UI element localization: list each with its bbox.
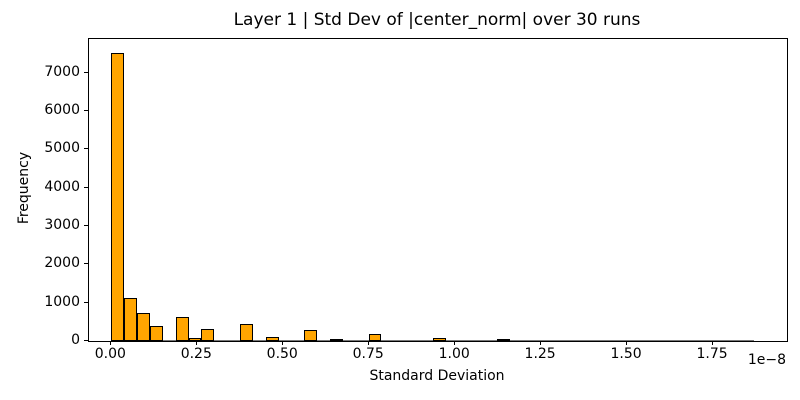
histogram-bar xyxy=(111,53,125,341)
x-tick-label: 1.25 xyxy=(524,346,556,362)
histogram-bar xyxy=(239,323,253,341)
histogram-bar xyxy=(175,317,189,341)
x-tick-label: 1.75 xyxy=(696,346,728,362)
y-tick-label: 4000 xyxy=(44,178,80,195)
x-tick-mark xyxy=(540,341,542,345)
x-tick-mark xyxy=(196,341,198,345)
histogram-bar xyxy=(252,340,266,341)
histogram-bar xyxy=(124,297,138,341)
y-axis-label: Frequency xyxy=(16,151,32,225)
histogram-bar xyxy=(638,340,652,341)
x-tick-mark xyxy=(282,341,284,345)
y-tick-mark xyxy=(84,263,88,265)
x-tick-mark xyxy=(454,341,456,345)
histogram-bar xyxy=(419,340,433,341)
y-tick-label: 5000 xyxy=(44,140,80,157)
histogram-bar xyxy=(445,340,459,341)
histogram-bar xyxy=(188,337,202,341)
histogram-bar xyxy=(715,340,729,341)
histogram-bar xyxy=(265,336,279,341)
histogram-bar xyxy=(162,340,176,341)
histogram-bar xyxy=(651,340,665,341)
histogram-bar xyxy=(574,340,588,341)
y-tick-mark xyxy=(84,224,88,226)
x-axis-offset-label: 1e−8 xyxy=(747,352,786,368)
y-tick-mark xyxy=(84,301,88,303)
x-tick-mark xyxy=(110,341,112,345)
histogram-bar xyxy=(329,339,343,341)
histogram-bar xyxy=(612,340,626,341)
histogram-bar xyxy=(368,334,382,341)
histogram-bar xyxy=(484,340,498,341)
histogram-bar xyxy=(317,340,330,341)
histogram-bar xyxy=(149,325,163,341)
x-tick-mark xyxy=(626,341,628,345)
histogram-bar xyxy=(548,340,562,341)
y-tick-label: 7000 xyxy=(44,63,80,80)
y-tick-mark xyxy=(84,71,88,73)
x-tick-label: 0.75 xyxy=(352,346,384,362)
histogram-bar xyxy=(677,340,691,341)
histogram-bar xyxy=(664,340,678,341)
y-tick-mark xyxy=(84,148,88,150)
histogram-bar xyxy=(728,340,742,341)
y-tick-label: 1000 xyxy=(44,293,80,310)
histogram-bar xyxy=(561,340,575,341)
histogram-bar xyxy=(137,313,150,341)
histogram-bar xyxy=(458,340,472,341)
y-tick-label: 0 xyxy=(71,332,80,348)
y-tick-label: 6000 xyxy=(44,101,80,118)
histogram-bar xyxy=(587,340,601,341)
histogram-bar xyxy=(407,340,420,341)
x-tick-label: 1.50 xyxy=(610,346,642,362)
histogram-bar xyxy=(304,329,318,341)
histogram-bar xyxy=(497,339,510,341)
histogram-bar xyxy=(342,340,356,341)
histogram-bar xyxy=(510,340,523,341)
histogram-bar xyxy=(535,340,549,341)
histogram-bar xyxy=(278,340,292,341)
y-tick-mark xyxy=(84,340,88,341)
x-tick-label: 1.00 xyxy=(438,346,470,362)
histogram-bar xyxy=(741,340,755,341)
histogram-bar xyxy=(432,338,446,341)
y-tick-label: 3000 xyxy=(44,216,80,233)
x-tick-mark xyxy=(368,341,370,345)
histogram-bar xyxy=(381,340,395,341)
y-tick-label: 2000 xyxy=(44,255,80,272)
y-tick-mark xyxy=(84,109,88,111)
histogram-bar xyxy=(227,340,240,341)
plot-area xyxy=(88,38,788,342)
histogram-bar xyxy=(690,340,703,341)
x-tick-label: 0.50 xyxy=(266,346,298,362)
x-tick-label: 0.25 xyxy=(180,346,212,362)
histogram-bar xyxy=(355,340,369,341)
histogram-bar xyxy=(214,340,228,341)
y-tick-mark xyxy=(84,186,88,188)
histogram-bar xyxy=(201,328,215,341)
chart-title: Layer 1 | Std Dev of |center_norm| over … xyxy=(233,10,641,30)
histogram-bar xyxy=(600,340,613,341)
histogram-bar xyxy=(702,340,716,341)
histogram-bar xyxy=(625,340,639,341)
x-axis-label: Standard Deviation xyxy=(369,368,505,384)
x-tick-label: 0.00 xyxy=(94,346,126,362)
histogram-bar xyxy=(522,340,536,341)
histogram-bar xyxy=(471,340,485,341)
histogram-bar xyxy=(394,340,408,341)
histogram-bar xyxy=(291,340,305,341)
x-tick-mark xyxy=(712,341,714,345)
